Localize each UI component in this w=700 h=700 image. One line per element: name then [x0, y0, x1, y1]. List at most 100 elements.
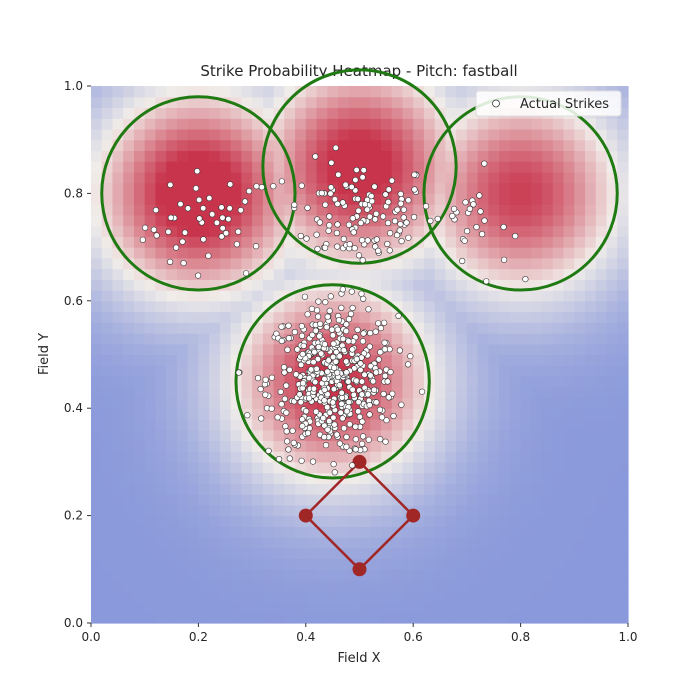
strike-point: [345, 338, 352, 345]
heat-cell: [402, 537, 414, 549]
heat-cell: [187, 279, 199, 291]
heat-cell: [219, 418, 232, 431]
heat-cell: [456, 504, 468, 517]
heat-cell: [617, 526, 629, 538]
strike-point: [357, 219, 364, 227]
heat-cell: [123, 257, 135, 270]
heat-cell: [219, 118, 232, 130]
heat-cell: [316, 590, 328, 603]
heat-cell: [563, 494, 575, 506]
heat-cell: [595, 612, 608, 624]
heat-cell: [252, 290, 264, 302]
heat-cell: [101, 547, 114, 560]
base-marker-second: [352, 454, 367, 469]
heat-cell: [273, 290, 285, 302]
heat-cell: [380, 300, 393, 313]
heat-cell: [133, 322, 146, 334]
heat-cell: [563, 472, 575, 484]
heat-cell: [563, 418, 575, 431]
heat-cell: [606, 461, 618, 474]
heat-cell: [230, 193, 242, 205]
heat-cell: [380, 86, 393, 98]
heat-cell: [123, 590, 135, 603]
heat-cell: [531, 268, 543, 280]
heat-cell: [606, 247, 618, 259]
heat-cell: [295, 225, 307, 237]
heat-cell: [155, 365, 167, 377]
heat-cell: [316, 139, 328, 152]
heat-cell: [230, 612, 242, 624]
strike-point: [196, 196, 203, 203]
heat-cell: [123, 279, 135, 291]
heat-cell: [284, 139, 296, 152]
heat-cell: [456, 268, 468, 280]
heat-cell: [144, 558, 157, 570]
heat-cell: [585, 515, 597, 527]
strike-point: [470, 201, 477, 208]
heat-cell: [101, 569, 114, 581]
heat-cell: [305, 161, 318, 173]
heat-cell: [144, 440, 157, 452]
heat-cell: [456, 193, 468, 205]
heat-cell: [402, 300, 414, 313]
heat-cell: [402, 408, 414, 420]
heat-cell: [359, 440, 371, 452]
heat-cell: [499, 118, 511, 130]
heat-cell: [348, 161, 361, 173]
heat-cell: [585, 214, 597, 227]
heat-cell: [477, 547, 489, 560]
heat-cell: [305, 472, 318, 484]
heat-cell: [606, 300, 618, 313]
heat-cell: [552, 429, 565, 442]
heat-cell: [531, 601, 543, 613]
strike-point: [375, 320, 382, 327]
heat-cell: [595, 343, 608, 356]
heat-cell: [166, 118, 178, 130]
heat-cell: [305, 547, 318, 560]
heat-cell: [531, 279, 543, 291]
heat-cell: [585, 171, 597, 184]
heat-cell: [133, 333, 146, 345]
strike-point: [352, 436, 359, 443]
heat-cell: [284, 515, 296, 527]
heat-cell: [380, 386, 393, 399]
heat-cell: [563, 279, 575, 291]
heat-cell: [176, 440, 189, 452]
heat-cell: [585, 408, 597, 420]
strike-point: [278, 401, 285, 408]
heat-cell: [488, 365, 500, 377]
heat-cell: [262, 236, 275, 248]
heat-cell: [574, 526, 586, 538]
heat-cell: [155, 612, 167, 624]
heat-cell: [520, 483, 532, 495]
base-marker-home: [352, 562, 367, 577]
heat-cell: [595, 268, 608, 280]
strike-point: [331, 469, 338, 476]
heat-cell: [445, 461, 457, 474]
heat-cell: [466, 139, 479, 152]
heat-cell: [241, 515, 253, 527]
heat-cell: [91, 300, 103, 313]
heat-cell: [477, 257, 489, 270]
heat-cell: [187, 580, 199, 592]
base-marker-first: [406, 508, 421, 523]
heat-cell: [359, 128, 371, 141]
heat-cell: [176, 118, 189, 130]
heat-cell: [252, 494, 264, 506]
heat-cell: [209, 397, 221, 409]
heat-cell: [316, 182, 328, 194]
heat-cell: [488, 408, 500, 420]
heat-cell: [198, 526, 210, 538]
strike-point: [334, 326, 341, 333]
heat-cell: [112, 247, 124, 259]
heat-cell: [187, 322, 199, 334]
heat-cell: [520, 408, 532, 420]
heat-cell: [327, 118, 339, 130]
heat-cell: [391, 333, 404, 345]
heat-cell: [166, 139, 178, 152]
heat-cell: [284, 268, 296, 280]
heat-cell: [155, 558, 167, 570]
heat-cell: [262, 601, 275, 613]
heat-cell: [499, 247, 511, 259]
strike-point: [150, 226, 157, 233]
